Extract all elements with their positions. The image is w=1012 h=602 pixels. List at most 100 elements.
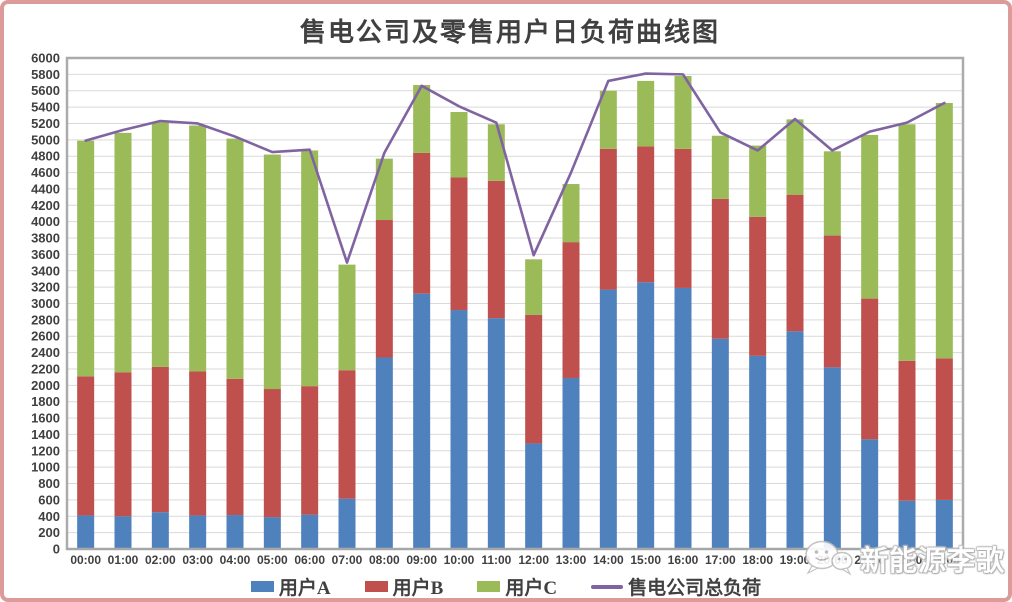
x-tick-label: 07:00	[332, 553, 363, 567]
bar-segment-用户C	[375, 158, 393, 221]
x-tick-label: 20:00	[817, 553, 848, 567]
y-tick-label: 1400	[31, 427, 60, 442]
x-tick-label: 18:00	[742, 553, 773, 567]
x-tick-label: 01:00	[108, 553, 139, 567]
legend-label: 用户A	[278, 578, 331, 599]
bar-segment-用户A	[861, 439, 879, 549]
legend-label: 用户B	[392, 578, 444, 599]
bar-segment-用户A	[450, 310, 468, 549]
bar-segment-用户B	[375, 220, 393, 358]
bar-segment-用户A	[338, 498, 356, 549]
y-tick-label: 0	[53, 542, 60, 557]
x-tick-label: 17:00	[705, 553, 736, 567]
x-tick-label: 22:00	[892, 553, 923, 567]
bar-segment-用户A	[114, 516, 132, 549]
bar-segment-用户A	[375, 357, 393, 549]
bar-segment-用户B	[114, 372, 132, 517]
bar-segment-用户A	[413, 293, 431, 549]
y-tick-label: 2800	[31, 312, 60, 327]
bar-segment-用户B	[786, 194, 804, 332]
bar-segment-用户A	[823, 367, 841, 549]
y-tick-label: 3000	[31, 296, 60, 311]
bar-segment-用户C	[525, 259, 543, 315]
bar-segment-用户C	[711, 135, 729, 199]
y-tick-label: 5000	[31, 132, 60, 147]
legend-item-用户A: 用户A	[250, 573, 331, 599]
x-tick-label: 16:00	[668, 553, 699, 567]
x-tick-label: 21:00	[854, 553, 885, 567]
bar-segment-用户B	[711, 198, 729, 339]
legend-line-swatch	[591, 584, 624, 589]
bar-segment-用户B	[338, 370, 356, 499]
y-tick-label: 2000	[31, 378, 60, 393]
y-tick-label: 3800	[31, 231, 60, 246]
y-tick-label: 4400	[31, 181, 60, 196]
bar-segment-用户B	[562, 242, 580, 378]
bar-segment-用户B	[301, 386, 319, 515]
bar-segment-用户C	[637, 80, 655, 147]
y-tick-label: 800	[38, 476, 60, 491]
y-tick-label: 4200	[31, 198, 60, 213]
x-tick-label: 13:00	[556, 553, 587, 567]
bar-segment-用户C	[413, 85, 431, 153]
bar-segment-用户A	[525, 443, 543, 549]
y-tick-label: 600	[38, 492, 60, 507]
bar-segment-用户B	[151, 366, 169, 513]
bar-segment-用户B	[487, 180, 505, 319]
bar-segment-用户B	[861, 298, 879, 440]
y-tick-label: 2400	[31, 345, 60, 360]
y-tick-label: 200	[38, 525, 60, 540]
bar-segment-用户A	[749, 355, 767, 549]
bar-segment-用户B	[599, 148, 617, 290]
bar-segment-用户B	[525, 314, 543, 444]
y-tick-label: 3600	[31, 247, 60, 262]
y-tick-label: 4800	[31, 149, 60, 164]
x-tick-label: 08:00	[369, 553, 400, 567]
y-tick-label: 400	[38, 509, 60, 524]
x-tick-label: 09:00	[406, 553, 437, 567]
bar-segment-用户C	[77, 140, 95, 377]
y-tick-label: 1200	[31, 443, 60, 458]
total-load-line	[84, 72, 946, 264]
x-tick-label: 11:00	[481, 553, 511, 567]
bar-segment-用户C	[861, 134, 879, 299]
x-tick-label: 23:00	[929, 553, 960, 567]
bar-segment-用户B	[898, 360, 916, 501]
bar-segment-用户A	[263, 517, 281, 549]
legend-color-swatch	[477, 581, 501, 592]
x-tick-label: 00:00	[70, 553, 101, 567]
bar-segment-用户A	[562, 377, 580, 549]
legend-item-用户B: 用户B	[364, 573, 444, 599]
legend-label: 售电公司总负荷	[628, 578, 762, 599]
x-tick-label: 19:00	[780, 553, 811, 567]
bar-segment-用户C	[823, 151, 841, 236]
legend-item-售电公司总负荷: 售电公司总负荷	[591, 573, 762, 599]
x-tick-label: 14:00	[593, 553, 624, 567]
y-tick-label: 1000	[31, 460, 60, 475]
bar-segment-用户A	[786, 331, 804, 549]
bar-segment-用户C	[263, 154, 281, 390]
bar-segment-用户A	[637, 282, 655, 549]
legend-item-用户C: 用户C	[477, 573, 557, 598]
chart-title: 售电公司及零售用户日负荷曲线图	[299, 18, 720, 47]
bar-segment-用户A	[226, 515, 244, 549]
bar-segment-用户C	[749, 145, 767, 217]
x-tick-label: 02:00	[145, 553, 176, 567]
bar-segment-用户C	[301, 150, 319, 387]
bar-segment-用户A	[674, 287, 692, 549]
bar-segment-用户C	[562, 184, 580, 243]
x-tick-label: 03:00	[182, 553, 213, 567]
chart-legend: 用户A 用户B 用户C 售电公司总负荷	[4, 573, 1008, 599]
bar-segment-用户C	[898, 124, 916, 361]
y-tick-label: 3200	[31, 280, 60, 295]
y-tick-label: 5600	[31, 83, 60, 98]
bar-segment-用户B	[226, 378, 244, 516]
bar-segment-用户C	[674, 76, 692, 149]
x-tick-label: 04:00	[220, 553, 251, 567]
bar-segment-用户B	[674, 148, 692, 288]
y-tick-label: 6000	[31, 51, 60, 66]
bar-segment-用户B	[77, 376, 95, 516]
bar-segment-用户C	[151, 122, 169, 367]
bar-segment-用户A	[711, 338, 729, 549]
bar-segment-用户A	[151, 512, 169, 549]
